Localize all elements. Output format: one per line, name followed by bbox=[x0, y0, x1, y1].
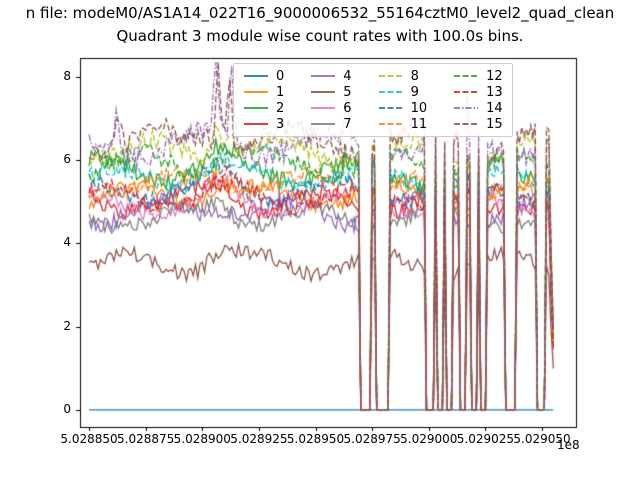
legend-item-9: 9 bbox=[378, 84, 428, 100]
legend-line-sample bbox=[378, 91, 403, 93]
legend-label: 3 bbox=[276, 116, 285, 132]
legend-label: 2 bbox=[276, 100, 285, 116]
legend-line-sample bbox=[311, 75, 336, 77]
legend-line-sample bbox=[454, 107, 479, 109]
legend-label: 13 bbox=[486, 84, 503, 100]
legend-line-sample bbox=[454, 75, 479, 77]
legend-item-5: 5 bbox=[310, 84, 352, 100]
legend-item-3: 3 bbox=[243, 116, 284, 132]
legend-item-10: 10 bbox=[378, 100, 428, 116]
legend-label: 1 bbox=[276, 84, 285, 100]
legend-line-sample bbox=[378, 75, 403, 77]
legend-item-1: 1 bbox=[243, 84, 284, 100]
legend-label: 12 bbox=[486, 68, 503, 84]
legend-item-0: 0 bbox=[243, 68, 284, 84]
y-tick-label-2: 4 bbox=[63, 235, 71, 250]
legend-line-sample bbox=[454, 91, 479, 93]
x-tick-label-5: 5.028975 bbox=[343, 432, 401, 446]
legend-label: 4 bbox=[343, 68, 352, 84]
legend-label: 5 bbox=[343, 84, 352, 100]
legend-label: 11 bbox=[410, 116, 428, 132]
legend-line-sample bbox=[244, 75, 268, 77]
legend-line-sample bbox=[311, 91, 336, 93]
x-tick-label-2: 5.028900 bbox=[173, 432, 231, 446]
legend-line-sample bbox=[244, 123, 268, 125]
legend: 0 1 2 3 4 5 6 7 8 9 10 11 12 13 14 15 bbox=[233, 63, 513, 137]
legend-line-sample bbox=[244, 107, 268, 109]
legend-line-sample bbox=[454, 123, 479, 125]
x-tick-label-8: 5.029050 bbox=[513, 432, 571, 446]
legend-line-sample bbox=[378, 123, 403, 125]
legend-item-11: 11 bbox=[378, 116, 428, 132]
legend-item-4: 4 bbox=[310, 68, 352, 84]
legend-item-6: 6 bbox=[310, 100, 352, 116]
legend-line-sample bbox=[311, 123, 336, 125]
legend-item-8: 8 bbox=[378, 68, 428, 84]
legend-line-sample bbox=[378, 107, 403, 109]
legend-item-12: 12 bbox=[453, 68, 503, 84]
legend-label: 9 bbox=[410, 84, 419, 100]
legend-line-sample bbox=[244, 91, 268, 93]
legend-item-2: 2 bbox=[243, 100, 284, 116]
y-tick-label-4: 8 bbox=[63, 68, 71, 83]
legend-label: 7 bbox=[343, 116, 352, 132]
legend-label: 15 bbox=[486, 116, 503, 132]
legend-label: 14 bbox=[486, 100, 503, 116]
legend-label: 0 bbox=[276, 68, 285, 84]
legend-label: 6 bbox=[343, 100, 352, 116]
x-tick-label-0: 5.028850 bbox=[60, 432, 118, 446]
y-tick-label-3: 6 bbox=[63, 152, 71, 167]
y-tick-label-0: 0 bbox=[63, 401, 71, 416]
legend-item-15: 15 bbox=[453, 116, 503, 132]
x-tick-label-4: 5.028950 bbox=[286, 432, 345, 446]
x-tick-label-1: 5.028875 bbox=[117, 432, 175, 446]
legend-line-sample bbox=[311, 107, 336, 109]
x-tick-label-7: 5.029025 bbox=[456, 432, 515, 446]
y-tick-label-1: 2 bbox=[63, 318, 71, 333]
x-axis-offset-label: 1e8 bbox=[557, 438, 580, 452]
legend-item-7: 7 bbox=[310, 116, 352, 132]
x-tick-label-6: 5.029000 bbox=[400, 432, 458, 446]
legend-label: 8 bbox=[410, 68, 419, 84]
legend-item-13: 13 bbox=[453, 84, 503, 100]
legend-label: 10 bbox=[410, 100, 428, 116]
x-tick-label-3: 5.028925 bbox=[230, 432, 288, 446]
legend-item-14: 14 bbox=[453, 100, 503, 116]
